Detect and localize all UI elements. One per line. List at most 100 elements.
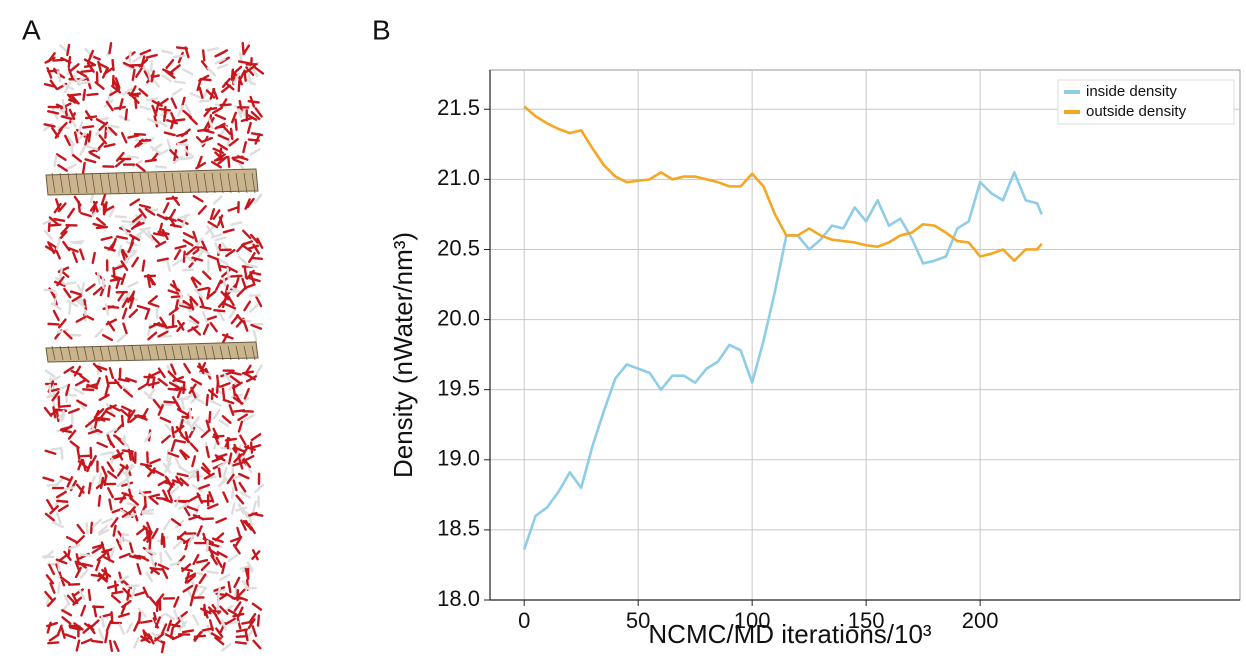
bond: [165, 133, 175, 136]
bond: [172, 65, 180, 71]
y-tick-label: 20.5: [437, 235, 480, 260]
bond: [239, 81, 240, 91]
bond: [230, 405, 233, 414]
bond: [236, 642, 246, 643]
bond: [83, 126, 93, 127]
bond: [166, 614, 175, 619]
bond: [172, 427, 173, 437]
bond: [176, 246, 186, 248]
bond: [191, 443, 198, 450]
bond: [48, 642, 58, 643]
bond: [253, 502, 256, 512]
bond: [150, 372, 159, 376]
bond: [66, 634, 75, 637]
bond: [46, 451, 56, 454]
bond: [135, 592, 145, 595]
bond: [160, 553, 161, 563]
bond: [207, 541, 208, 551]
bond: [99, 630, 103, 639]
bond: [122, 483, 132, 486]
bond: [232, 222, 242, 224]
bond: [252, 258, 262, 259]
bond: [174, 150, 176, 160]
bond: [216, 519, 225, 523]
bond: [208, 572, 218, 573]
bond: [228, 157, 229, 167]
bond: [167, 60, 173, 68]
bond: [220, 420, 228, 426]
bond: [237, 496, 244, 504]
bond: [218, 312, 223, 320]
bond: [235, 578, 240, 587]
bond: [77, 641, 79, 651]
bond: [166, 551, 172, 559]
bond: [164, 111, 166, 121]
bond: [223, 416, 231, 423]
bond: [49, 565, 53, 574]
bond: [73, 252, 77, 261]
bond: [66, 282, 76, 284]
bond: [48, 68, 52, 77]
graphene-sheet: [46, 169, 258, 195]
bond: [103, 278, 104, 288]
bond: [232, 315, 238, 323]
bond: [254, 641, 261, 648]
bond: [183, 217, 186, 226]
bond: [112, 592, 122, 594]
bond: [173, 89, 181, 94]
bond: [131, 200, 139, 205]
bond: [162, 436, 170, 443]
bond: [127, 624, 132, 633]
bond: [228, 268, 229, 278]
bond: [78, 525, 84, 533]
bond: [145, 497, 146, 507]
bond: [197, 470, 198, 480]
bond: [180, 467, 188, 472]
bond: [190, 516, 199, 519]
bond: [86, 285, 94, 291]
bond: [166, 218, 176, 221]
bond: [128, 282, 137, 286]
bond: [195, 398, 204, 403]
bond: [147, 55, 157, 58]
bond: [53, 407, 55, 417]
bond: [52, 128, 58, 136]
bond: [135, 134, 145, 135]
bond: [142, 621, 152, 623]
bond: [98, 443, 107, 447]
bond: [229, 207, 238, 210]
bond: [71, 242, 81, 243]
bond: [193, 328, 200, 335]
bond: [128, 156, 138, 157]
bond: [105, 632, 107, 642]
bond: [170, 624, 180, 626]
bond: [236, 120, 237, 130]
bond: [240, 436, 245, 445]
y-axis-label: Density (nWater/nm³): [388, 232, 418, 478]
bond: [235, 602, 241, 610]
bond: [230, 139, 238, 145]
bond: [58, 626, 62, 635]
bond: [61, 449, 62, 459]
bond: [195, 636, 205, 637]
bond: [203, 50, 204, 60]
bond: [104, 306, 114, 308]
bond: [194, 196, 203, 201]
bond: [58, 71, 60, 81]
bond: [137, 165, 145, 171]
bond: [202, 563, 209, 570]
bond: [149, 383, 159, 385]
bond: [140, 205, 150, 208]
bond: [159, 379, 167, 385]
bond: [71, 442, 79, 448]
y-tick-label: 21.0: [437, 165, 480, 190]
bond: [237, 636, 247, 637]
bond: [183, 69, 192, 74]
bond: [108, 286, 109, 296]
bond: [255, 485, 262, 492]
bond: [162, 75, 170, 81]
bond: [251, 97, 254, 106]
bond: [59, 506, 67, 511]
bond: [54, 219, 64, 221]
legend-label: inside density: [1086, 83, 1177, 100]
